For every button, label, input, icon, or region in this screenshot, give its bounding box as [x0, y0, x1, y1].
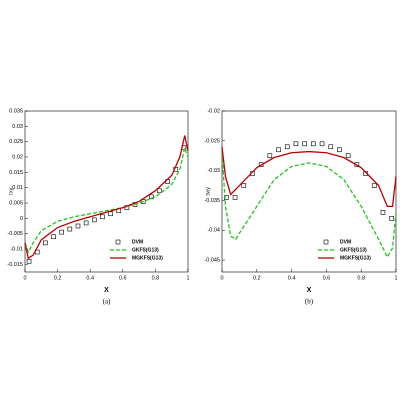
caption: (a)	[103, 298, 111, 306]
data-point	[100, 214, 105, 220]
data-point	[345, 153, 351, 159]
y-tick-label: -0.005	[7, 231, 23, 237]
plot-frame	[24, 110, 189, 273]
series-line	[24, 145, 189, 254]
x-tick-label: 0.4	[288, 275, 296, 281]
data-point	[91, 217, 97, 223]
data-point	[83, 220, 89, 226]
legend-label: GKFS(G13)	[132, 247, 159, 253]
y-tick-label: 0.01	[12, 185, 23, 191]
data-point	[311, 141, 316, 147]
series-line	[24, 135, 189, 260]
y-axis-label: τwy	[205, 187, 211, 196]
x-tick-label: 1	[186, 275, 189, 281]
data-point	[108, 211, 113, 217]
x-tick-label: 0.8	[357, 275, 365, 281]
data-point	[267, 153, 273, 159]
legend-label: MGKFS(G13)	[340, 255, 371, 261]
data-point	[67, 226, 73, 232]
data-point	[293, 141, 299, 147]
x-tick-label: 0.6	[323, 275, 331, 281]
data-point	[276, 147, 281, 153]
x-axis-label: X	[307, 287, 312, 294]
series-line	[221, 152, 397, 259]
legend-label: GKFS(G13)	[340, 247, 367, 253]
y-tick-label: -0.015	[7, 262, 23, 268]
y-tick-label: 0.03	[12, 124, 23, 130]
y-tick-label: 0.02	[12, 154, 23, 160]
y-tick-label: -0.01	[10, 246, 23, 252]
y-tick-label: -0.02	[207, 108, 220, 114]
x-tick-label: 0.4	[86, 275, 94, 281]
data-point	[51, 234, 56, 240]
data-point	[157, 188, 162, 194]
data-point	[75, 223, 81, 229]
data-point	[284, 144, 290, 150]
data-point	[241, 183, 247, 188]
y-tick-label: 0.005	[9, 200, 23, 206]
y-axis-label: τxy	[8, 187, 14, 195]
x-tick-label: 1	[394, 275, 397, 281]
data-point	[43, 240, 48, 246]
x-tick-label: 0.2	[54, 275, 62, 281]
x-tick-label: 0	[23, 275, 26, 281]
legend-label: DVM	[340, 239, 351, 245]
y-tick-label: 0.025	[9, 139, 23, 145]
x-tick-label: 0	[220, 275, 223, 281]
y-tick-label: 0	[20, 216, 23, 222]
legend-marker	[115, 239, 121, 245]
plot-frame	[221, 110, 397, 273]
x-tick-label: 0.2	[253, 275, 261, 281]
y-tick-label: -0.03	[207, 168, 220, 174]
data-point	[232, 195, 238, 200]
y-tick-label: -0.04	[207, 228, 220, 234]
y-tick-label: 0.015	[9, 170, 23, 176]
x-tick-label: 0.8	[152, 275, 160, 281]
data-point	[59, 229, 64, 235]
y-tick-label: 0.035	[9, 108, 23, 114]
data-point	[337, 147, 342, 153]
data-point	[319, 141, 325, 147]
legend-label: DVM	[132, 239, 143, 245]
legend-label: MGKFS(G13)	[132, 255, 163, 261]
y-tick-label: -0.025	[204, 138, 220, 144]
data-point	[371, 183, 377, 188]
x-axis-label: X	[104, 287, 109, 294]
data-point	[328, 144, 334, 150]
data-point	[302, 141, 307, 147]
legend-marker	[323, 239, 329, 245]
y-tick-label: -0.045	[204, 258, 220, 264]
data-point	[380, 210, 386, 215]
y-tick-label: -0.035	[204, 198, 220, 204]
data-point	[26, 258, 32, 264]
x-tick-label: 0.6	[119, 275, 127, 281]
series-line	[221, 146, 397, 208]
data-point	[389, 216, 394, 221]
caption: (b)	[305, 298, 314, 306]
